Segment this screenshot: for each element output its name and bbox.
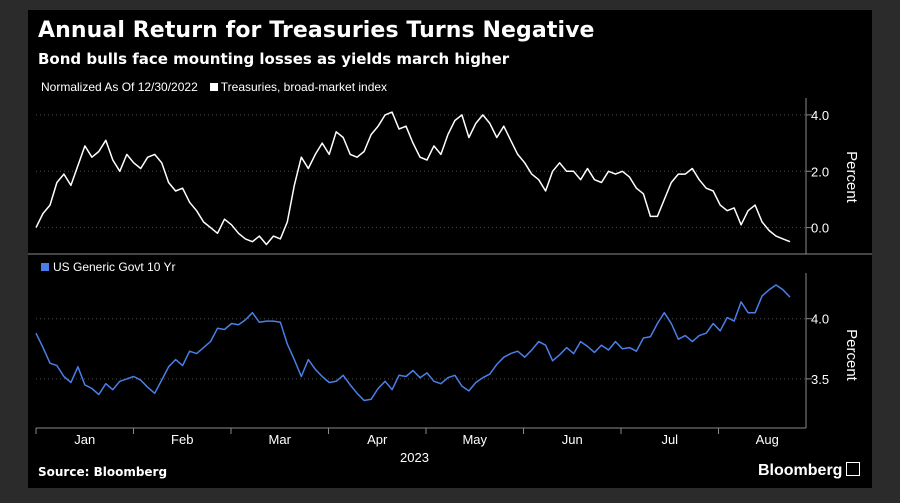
bottom-y-axis-label: Percent — [843, 329, 860, 382]
bottom-legend: US Generic Govt 10 Yr — [41, 260, 176, 274]
x-tick-label-feb: Feb — [171, 432, 193, 447]
top-legend: Normalized As Of 12/30/2022 Treasuries, b… — [41, 80, 387, 94]
x-year-label: 2023 — [400, 450, 429, 465]
legend-label-10yr: US Generic Govt 10 Yr — [53, 260, 176, 274]
bloomberg-logo-icon — [846, 462, 861, 476]
normalization-note: Normalized As Of 12/30/2022 — [41, 80, 198, 94]
x-tick-label-aug: Aug — [756, 432, 779, 447]
y-tick-label-treasuries-1: 2.0 — [811, 164, 829, 179]
y-tick-label-treasuries-2: 0.0 — [811, 221, 829, 236]
x-tick-label-mar: Mar — [269, 432, 292, 447]
chart-panel — [28, 10, 872, 488]
x-tick-label-apr: Apr — [367, 432, 388, 447]
x-tick-label-jul: Jul — [661, 432, 678, 447]
y-tick-label-10yr-0: 4.0 — [811, 312, 829, 327]
series-line-10yr — [35, 284, 791, 402]
y-tick-label-10yr-1: 3.5 — [811, 372, 829, 387]
x-tick-label-jun: Jun — [562, 432, 583, 447]
chart-subtitle: Bond bulls face mounting losses as yield… — [38, 50, 510, 68]
x-tick-label-may: May — [462, 432, 487, 447]
x-tick-label-jan: Jan — [74, 432, 95, 447]
brand-logo: Bloomberg — [758, 462, 861, 480]
legend-label-treasuries: Treasuries, broad-market index — [220, 80, 388, 94]
chart-title: Annual Return for Treasuries Turns Negat… — [38, 18, 595, 43]
y-tick-label-treasuries-0: 4.0 — [811, 108, 829, 123]
source-note: Source: Bloomberg — [38, 465, 168, 479]
legend-swatch-10yr — [41, 263, 49, 271]
brand-name: Bloomberg — [758, 462, 843, 479]
top-y-axis-label: Percent — [843, 151, 860, 204]
series-line-treasuries — [35, 111, 791, 246]
legend-swatch-treasuries — [209, 83, 218, 91]
